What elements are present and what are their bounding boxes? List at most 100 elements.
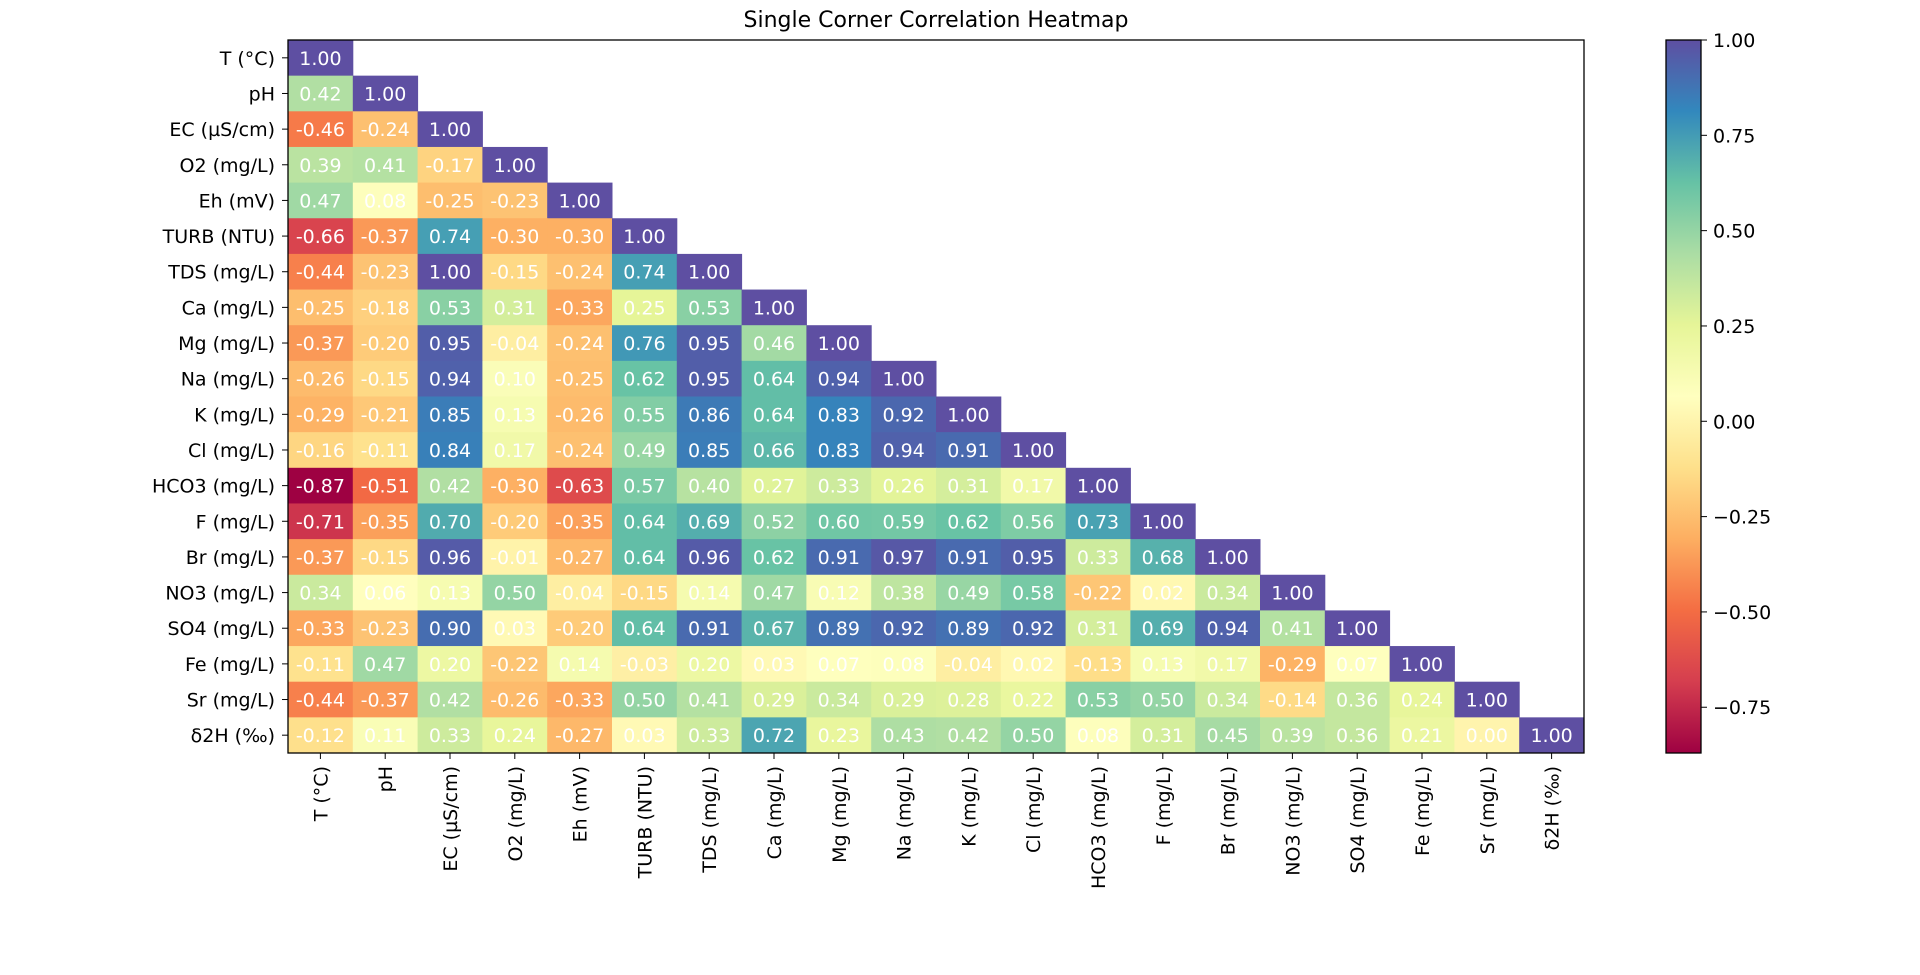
heatmap-cell <box>1065 574 1131 611</box>
heatmap-cell <box>676 289 743 326</box>
cell-value-label: 0.49 <box>623 440 665 462</box>
cell-value-label: 1.00 <box>1206 547 1248 569</box>
cell-value-label: 1.00 <box>688 262 730 284</box>
heatmap-cell <box>352 218 419 255</box>
heatmap-cell <box>352 646 419 683</box>
heatmap-cell <box>1260 717 1326 754</box>
heatmap-cell <box>482 182 548 219</box>
cell-value-label: -0.26 <box>296 369 345 391</box>
cell-value-label: -0.66 <box>296 226 345 248</box>
cell-value-label: 0.17 <box>1012 476 1054 498</box>
x-tick-label: Br (mg/L) <box>1218 766 1240 855</box>
heatmap-cell <box>676 646 743 683</box>
heatmap-cell <box>612 325 678 362</box>
heatmap-cell <box>936 574 1002 611</box>
cell-value-label: 0.33 <box>1077 547 1119 569</box>
heatmap-cell <box>482 717 548 754</box>
heatmap-cell <box>612 253 678 291</box>
cell-value-label: 1.00 <box>1142 511 1184 533</box>
heatmap-cell <box>482 253 548 291</box>
cell-value-label: 0.21 <box>1401 725 1443 747</box>
cell-value-label: 0.91 <box>947 547 989 569</box>
cell-value-label: 0.59 <box>882 511 924 533</box>
cell-value-label: 0.13 <box>1142 654 1184 676</box>
heatmap-cell <box>352 111 419 148</box>
heatmap-cell <box>288 503 354 540</box>
cell-value-label: 0.50 <box>494 583 536 605</box>
cell-value-label: 0.91 <box>688 618 730 640</box>
x-tick-label: δ2H (‰) <box>1542 766 1564 850</box>
heatmap-cell <box>352 289 419 326</box>
cell-value-label: -0.17 <box>425 155 474 177</box>
cell-value-label: -0.25 <box>555 369 604 391</box>
y-tick-label: F (mg/L) <box>196 511 275 533</box>
heatmap-cell <box>1130 610 1196 647</box>
cell-value-label: 0.53 <box>1077 690 1119 712</box>
cell-value-label: 0.96 <box>429 547 471 569</box>
heatmap-cell <box>547 360 613 397</box>
cell-value-label: 0.03 <box>753 654 795 676</box>
cell-value-label: 0.52 <box>753 511 795 533</box>
heatmap-cell <box>288 467 354 504</box>
cell-value-label: -0.18 <box>361 297 410 319</box>
heatmap-cell <box>806 574 872 611</box>
heatmap-cell <box>871 539 937 576</box>
heatmap-cell <box>1065 646 1131 683</box>
cell-value-label: 1.00 <box>882 369 924 391</box>
x-axis-tick-labels: T (°C) pH EC (µS/cm) O2 (mg/L) Eh (mV) TURB (… <box>310 753 1564 889</box>
cell-value-label: 0.64 <box>753 369 795 391</box>
heatmap-cell <box>547 289 613 326</box>
y-tick-label: Mg (mg/L) <box>178 333 275 355</box>
heatmap-cell <box>417 325 483 362</box>
heatmap-cell <box>288 432 354 469</box>
cell-value-label: -0.03 <box>620 654 669 676</box>
cell-value-label: 0.20 <box>429 654 471 676</box>
heatmap-cell <box>288 146 354 184</box>
heatmap-cell <box>1324 610 1391 647</box>
heatmap-cell <box>288 325 354 362</box>
x-tick-label: TURB (NTU) <box>634 766 656 879</box>
heatmap-cell <box>612 432 678 469</box>
heatmap-cell <box>482 360 548 397</box>
cell-value-label: 0.94 <box>818 369 860 391</box>
cell-value-label: 0.73 <box>1077 511 1119 533</box>
heatmap-cell <box>871 574 937 611</box>
cell-value-label: -0.04 <box>490 333 539 355</box>
heatmap-cell <box>1389 681 1455 718</box>
cell-value-label: -0.29 <box>1268 654 1317 676</box>
heatmap-cell <box>547 539 613 576</box>
heatmap-cell <box>871 467 937 504</box>
heatmap-cell <box>741 432 807 469</box>
heatmap-cell <box>1130 646 1196 683</box>
cell-value-label: 0.36 <box>1336 690 1378 712</box>
heatmap-cell <box>1195 574 1261 611</box>
heatmap-cell <box>612 681 678 718</box>
heatmap-cell <box>806 360 872 397</box>
cell-value-label: 0.02 <box>1012 654 1054 676</box>
cell-value-label: 0.24 <box>1401 690 1443 712</box>
cell-value-label: -0.33 <box>296 618 345 640</box>
heatmap-cell <box>676 396 743 433</box>
cell-value-label: 0.31 <box>1077 618 1119 640</box>
cell-value-label: 0.00 <box>1466 725 1508 747</box>
heatmap-cell <box>1260 574 1326 611</box>
heatmap-cell <box>547 218 613 255</box>
heatmap-cell <box>612 574 678 611</box>
cell-value-label: 0.74 <box>623 262 665 284</box>
cell-value-label: 0.64 <box>623 511 665 533</box>
cell-value-label: 0.06 <box>364 583 406 605</box>
heatmap-cell <box>936 717 1002 754</box>
cell-value-label: -0.24 <box>555 333 604 355</box>
cell-value-label: 0.89 <box>818 618 860 640</box>
heatmap-cell <box>547 432 613 469</box>
cell-value-label: 0.86 <box>688 404 730 426</box>
cell-value-label: 0.36 <box>1336 725 1378 747</box>
cell-value-label: -0.21 <box>361 404 410 426</box>
heatmap-cell <box>352 360 419 397</box>
cell-value-label: 0.72 <box>753 725 795 747</box>
cell-value-label: 0.50 <box>1012 725 1054 747</box>
cell-value-label: 0.95 <box>688 333 730 355</box>
cell-value-label: 0.62 <box>947 511 989 533</box>
colorbar-tick-label: 0.75 <box>1713 125 1755 147</box>
heatmap-cell <box>936 503 1002 540</box>
